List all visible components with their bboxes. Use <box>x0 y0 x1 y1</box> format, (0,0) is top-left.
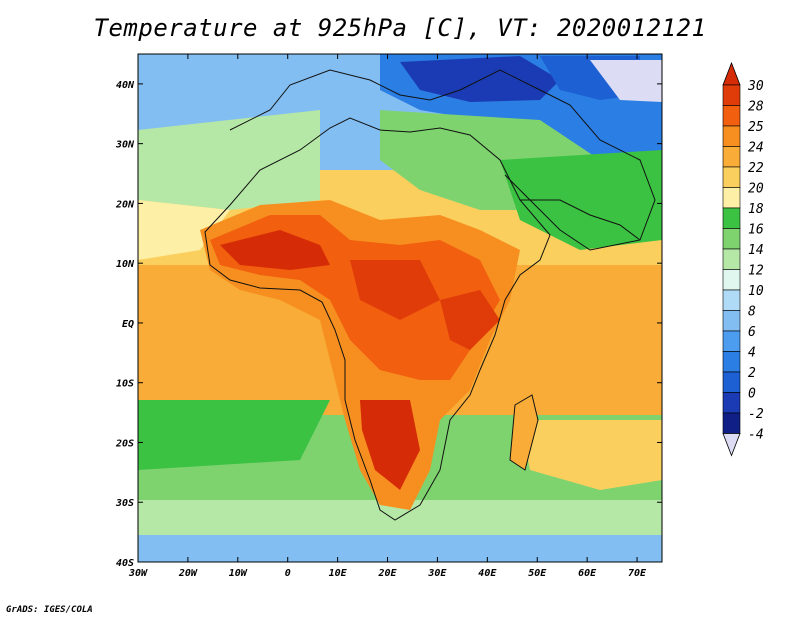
y-tick-label: 40S <box>116 558 134 569</box>
y-tick-label: EQ <box>122 319 134 330</box>
colorbar-swatch <box>722 207 741 229</box>
colorbar-label: 12 <box>748 264 764 279</box>
colorbar-label: 4 <box>748 346 756 361</box>
map-title: Temperature at 925hPa [C], VT: 202001212… <box>93 14 707 42</box>
field-central-africa-hottest <box>350 260 440 320</box>
colorbar-label: 6 <box>748 325 756 340</box>
colorbar-swatch <box>722 412 741 434</box>
field-southern-africa-hottest <box>360 400 420 490</box>
coastline-europe-asia <box>229 69 656 251</box>
colorbar-label: 30 <box>747 79 764 94</box>
colorbar-swatch <box>722 187 741 209</box>
colorbar-label: 20 <box>748 182 764 197</box>
x-tick-label: 10E <box>329 568 348 579</box>
field-west-africa-hottest <box>220 230 330 270</box>
y-tick-label: 30N <box>115 140 135 151</box>
colorbar-top-arrow <box>722 61 741 86</box>
colorbar-swatch <box>722 269 741 291</box>
credit-text: GrADS: IGES/COLA <box>6 605 93 615</box>
colorbar-label: 8 <box>748 305 756 320</box>
colorbar-swatch <box>722 146 741 168</box>
colorbar-swatch <box>722 125 741 147</box>
field-indian-south <box>520 420 662 490</box>
colorbar-swatch <box>722 248 741 270</box>
field-madagascar <box>510 395 538 470</box>
colorbar-label: 16 <box>748 223 764 238</box>
y-tick-label: 20N <box>115 199 135 210</box>
y-tick-label: 20S <box>115 438 134 449</box>
colorbar-label: 18 <box>748 202 764 217</box>
x-tick-label: 0 <box>285 568 291 579</box>
y-tick-label: 10N <box>116 259 135 270</box>
colorbar-label: 2 <box>748 366 756 381</box>
colorbar-swatch <box>722 228 741 250</box>
field-arabia <box>500 150 662 250</box>
x-tick-label: 50E <box>528 568 547 579</box>
x-tick-label: 30W <box>128 568 148 579</box>
field-east-africa-hottest <box>440 290 500 350</box>
field-central-asia-below-min <box>590 60 662 102</box>
field-atlantic-mild <box>138 200 230 260</box>
field-southern-cold <box>138 535 662 562</box>
colorbar-swatch <box>722 84 741 106</box>
x-tick-label: 60E <box>578 568 597 579</box>
x-tick-label: 10W <box>229 568 248 579</box>
colorbar-label: 10 <box>748 284 764 299</box>
coastline-madagascar <box>509 394 539 471</box>
colorbar-swatch <box>722 166 741 188</box>
colorbar-label: 24 <box>748 141 764 156</box>
colorbar-bottom-arrow <box>722 433 741 457</box>
colorbar-label: -4 <box>748 428 764 443</box>
colorbar-swatch <box>722 330 741 352</box>
colorbar-label: 22 <box>748 161 764 176</box>
x-tick-label: 20W <box>178 568 198 579</box>
colorbar-label: 14 <box>748 243 764 258</box>
y-axis-ticks: 40N 30N 20N 10N EQ 10S 20S 30S 40S <box>115 80 662 569</box>
field-sahara-north <box>138 110 320 210</box>
colorbar-label: -2 <box>748 407 764 422</box>
coastline-africa <box>204 117 551 521</box>
map-plot-area <box>138 54 662 562</box>
colorbar-swatch <box>722 351 741 373</box>
coastline-arabia <box>520 199 641 241</box>
map-frame <box>137 53 663 563</box>
x-axis-ticks: 30W 20W 10W 0 10E 20E 30E 40E 50E 60E 70E <box>128 54 647 579</box>
colorbar-swatch <box>722 392 741 414</box>
y-tick-label: 30S <box>115 498 134 509</box>
colorbar-swatch <box>722 289 741 311</box>
x-tick-label: 20E <box>377 568 397 579</box>
colorbar-swatch <box>722 105 741 127</box>
colorbar-swatch <box>722 371 741 393</box>
x-tick-label: 40E <box>478 568 497 579</box>
colorbar-swatch <box>722 310 741 332</box>
field-south-atlantic <box>138 400 330 470</box>
x-tick-label: 70E <box>628 568 647 579</box>
colorbar-label: 28 <box>748 100 764 115</box>
y-tick-label: 40N <box>116 80 135 91</box>
x-tick-label: 30E <box>427 568 447 579</box>
y-tick-label: 10S <box>116 379 134 390</box>
colorbar-label: 0 <box>748 387 756 402</box>
field-europe-coldest <box>400 56 560 102</box>
colorbar-label: 25 <box>748 120 764 135</box>
